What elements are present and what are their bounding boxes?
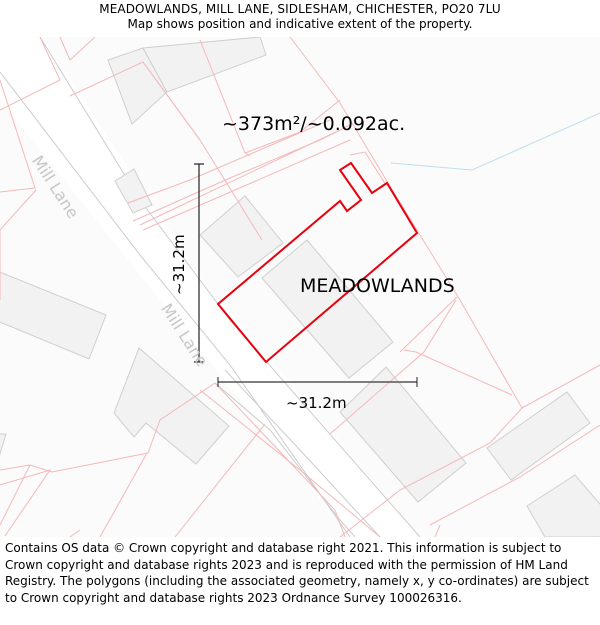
mill-lane-road (0, 37, 421, 537)
horizontal-measure-label: ~31.2m (286, 394, 347, 412)
property-address-title: MEADOWLANDS, MILL LANE, SIDLESHAM, CHICH… (99, 2, 501, 16)
map-canvas[interactable]: ~373m²/~0.092ac. MEADOWLANDS Mill Lane M… (0, 37, 600, 537)
map-svg (0, 37, 600, 537)
vertical-measure-label: ~31.2m (170, 234, 188, 295)
copyright-notice: Contains OS data © Crown copyright and d… (5, 541, 589, 605)
horizontal-measure-line (217, 377, 418, 387)
building (114, 168, 153, 214)
area-label: ~373m²/~0.092ac. (222, 113, 406, 135)
water-line (390, 112, 600, 171)
map-subtitle: Map shows position and indicative extent… (127, 17, 473, 31)
property-boundary[interactable] (216, 161, 419, 364)
vertical-measure-line (194, 163, 204, 363)
building (199, 195, 284, 278)
building (0, 433, 7, 456)
building (486, 391, 591, 481)
building (526, 474, 600, 537)
building (142, 37, 267, 93)
property-name-label: MEADOWLANDS (300, 275, 455, 297)
building (113, 347, 230, 465)
map-header: MEADOWLANDS, MILL LANE, SIDLESHAM, CHICH… (0, 0, 600, 37)
parcel-boundaries (0, 37, 600, 537)
building (0, 271, 107, 360)
